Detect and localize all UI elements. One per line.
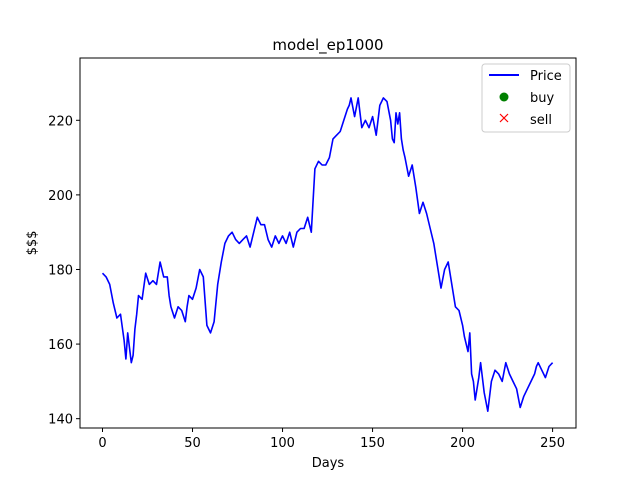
x-tick-label: 200 bbox=[450, 436, 475, 451]
legend-sell-label: sell bbox=[530, 113, 552, 128]
y-tick-label: 220 bbox=[48, 114, 73, 129]
legend-price-label: Price bbox=[530, 69, 562, 84]
legend-sell-marker bbox=[499, 113, 509, 123]
y-tick-label: 200 bbox=[48, 189, 73, 204]
y-tick-label: 180 bbox=[48, 263, 73, 278]
legend-buy-label: buy bbox=[530, 91, 554, 106]
price-series-line bbox=[101, 97, 554, 413]
y-tick-label: 160 bbox=[48, 338, 73, 353]
x-axis-label: Days bbox=[312, 456, 345, 471]
plot-layer bbox=[101, 97, 554, 413]
x-axis-ticks: 0 50 100 150 200 250 bbox=[98, 428, 565, 451]
plot-frame bbox=[79, 57, 577, 429]
legend-buy-marker bbox=[499, 92, 509, 102]
x-tick-label: 50 bbox=[184, 436, 201, 451]
y-tick-label: 140 bbox=[48, 413, 73, 428]
y-axis-label: $$$ bbox=[25, 231, 40, 256]
x-tick-label: 100 bbox=[270, 436, 295, 451]
x-tick-label: 250 bbox=[540, 436, 565, 451]
x-tick-label: 0 bbox=[98, 436, 106, 451]
x-tick-label: 150 bbox=[360, 436, 385, 451]
legend-box bbox=[481, 63, 571, 133]
y-axis-ticks: 140 160 180 200 220 bbox=[48, 114, 80, 428]
chart-title: model_ep1000 bbox=[272, 36, 383, 55]
legend: Price buy sell bbox=[481, 63, 571, 133]
